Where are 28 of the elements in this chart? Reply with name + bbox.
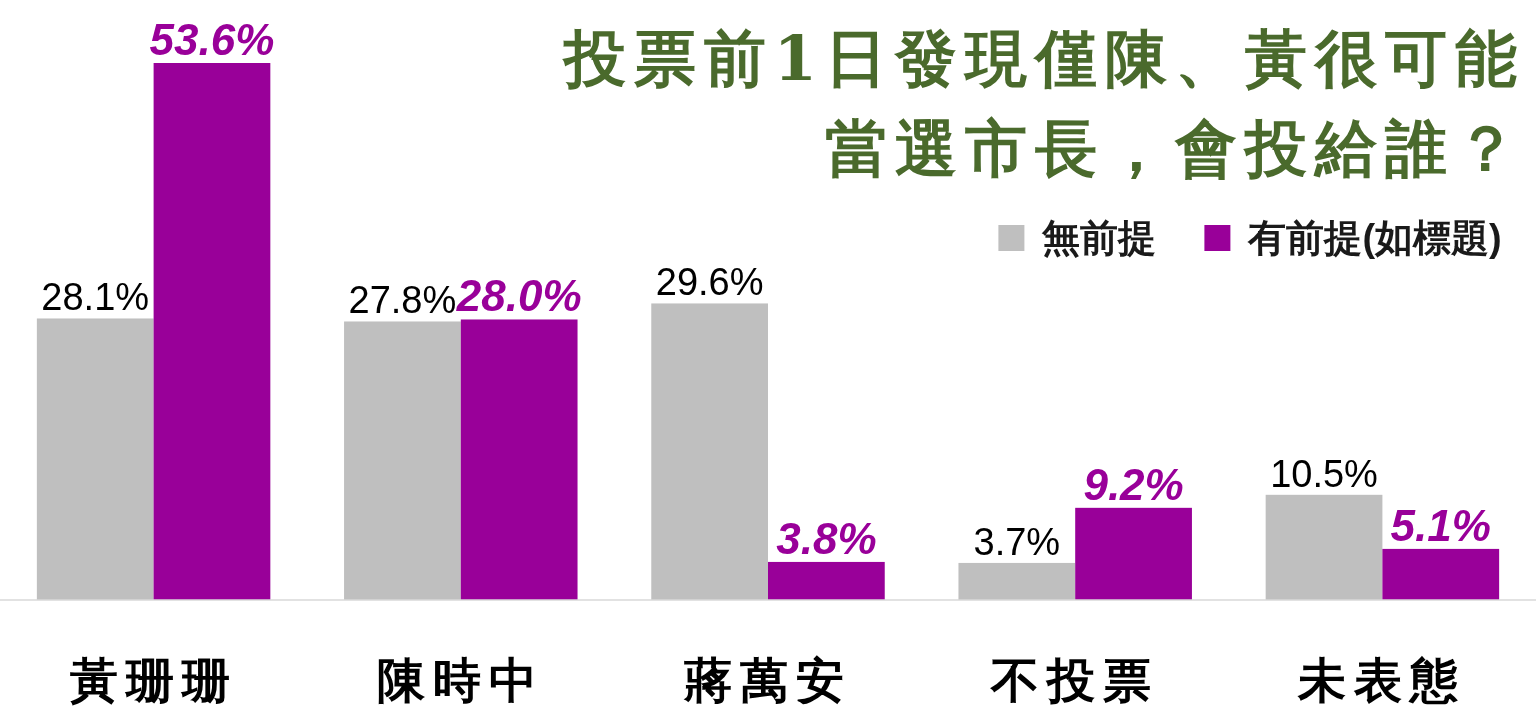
bar <box>460 319 578 600</box>
bar <box>153 63 271 600</box>
bar <box>344 321 461 600</box>
bar <box>1382 548 1500 600</box>
bar <box>36 318 154 600</box>
data-label: 28.1% <box>41 276 150 319</box>
legend-label: 無前提 <box>1041 217 1157 259</box>
x-tick-label: 黃珊珊 <box>69 652 238 708</box>
bar <box>1265 494 1383 600</box>
data-label: 29.6% <box>655 261 764 304</box>
bar <box>768 561 885 600</box>
data-label: 9.2% <box>1083 459 1184 509</box>
chart-title: 投票前1日發現僅陳、黃很可能當選市長，會投給誰？ <box>561 22 1525 185</box>
bar <box>1075 507 1192 600</box>
x-tick-label: 陳時中 <box>376 652 545 708</box>
legend-label: 有前提(如標題) <box>1247 217 1502 259</box>
x-tick-label: 未表態 <box>1297 652 1467 708</box>
bar <box>958 562 1076 600</box>
data-label: 3.8% <box>776 513 877 563</box>
data-label: 53.6% <box>149 15 275 64</box>
x-tick-label: 不投票 <box>990 652 1160 708</box>
bar <box>651 303 768 600</box>
data-label: 3.7% <box>973 520 1061 563</box>
x-tick-label: 蔣萬安 <box>683 652 852 708</box>
data-label: 5.1% <box>1390 500 1491 550</box>
data-label: 28.0% <box>455 271 582 321</box>
data-label: 27.8% <box>348 279 457 322</box>
data-label: 10.5% <box>1270 452 1378 495</box>
